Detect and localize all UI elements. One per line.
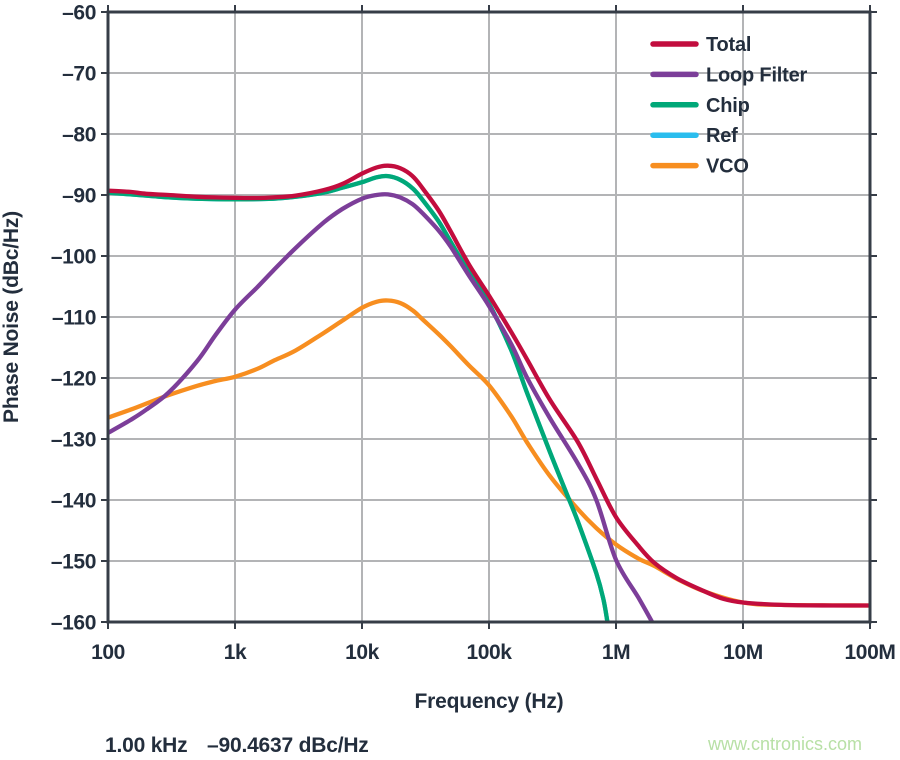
x-tick-label: 10k — [345, 641, 380, 664]
legend-item-chip: Chip — [650, 95, 750, 117]
x-tick-label: 10M — [723, 641, 763, 664]
y-tick-label: –160 — [51, 612, 96, 635]
y-tick-label: –90 — [62, 185, 96, 208]
y-tick-label: –150 — [51, 551, 96, 574]
x-tick-label: 100k — [466, 641, 512, 664]
y-tick-label: –140 — [51, 490, 96, 513]
curve-loop-filter — [108, 192, 655, 622]
legend-label: Ref — [706, 125, 738, 147]
marker-value-readout: –90.4637 dBc/Hz — [207, 734, 369, 757]
marker-frequency-readout: 1.00 kHz — [105, 734, 187, 757]
legend-item-ref: Ref — [650, 125, 738, 147]
axis-ticks — [101, 5, 877, 629]
curves-group — [108, 163, 870, 622]
y-tick-label: –60 — [62, 2, 96, 25]
x-tick-label: 100 — [91, 641, 125, 664]
x-axis-title: Frequency (Hz) — [415, 690, 564, 713]
legend-label: Total — [706, 34, 751, 56]
legend-label: Chip — [706, 95, 750, 117]
legend-label: VCO — [706, 156, 749, 178]
curve-vco — [108, 298, 870, 608]
y-axis-title: Phase Noise (dBc/Hz) — [0, 211, 23, 423]
y-tick-label: –80 — [62, 124, 96, 147]
watermark: www.cntronics.com — [707, 734, 862, 754]
y-tick-label: –130 — [51, 429, 96, 452]
x-tick-label: 100M — [845, 641, 896, 664]
y-tick-label: –110 — [52, 307, 96, 330]
legend-label: Loop Filter — [706, 64, 808, 86]
y-tick-label: –100 — [51, 246, 96, 269]
y-tick-label: –70 — [62, 63, 96, 86]
legend: Total Loop Filter Chip Ref VCO — [650, 34, 808, 178]
y-tick-label: –120 — [51, 368, 96, 391]
legend-item-vco: VCO — [650, 156, 749, 178]
x-tick-label: 1k — [224, 641, 247, 664]
x-tick-label: 1M — [602, 641, 630, 664]
legend-item-loop-filter: Loop Filter — [650, 64, 808, 86]
y-axis-tick-labels: –60 –70 –80 –90 –100 –110 –120 –130 –140 –150 –160 — [51, 2, 97, 635]
curve-total — [108, 163, 870, 608]
legend-item-total: Total — [650, 34, 751, 56]
x-axis-tick-labels: 100 1k 10k 100k 1M 10M 100M — [91, 641, 896, 664]
